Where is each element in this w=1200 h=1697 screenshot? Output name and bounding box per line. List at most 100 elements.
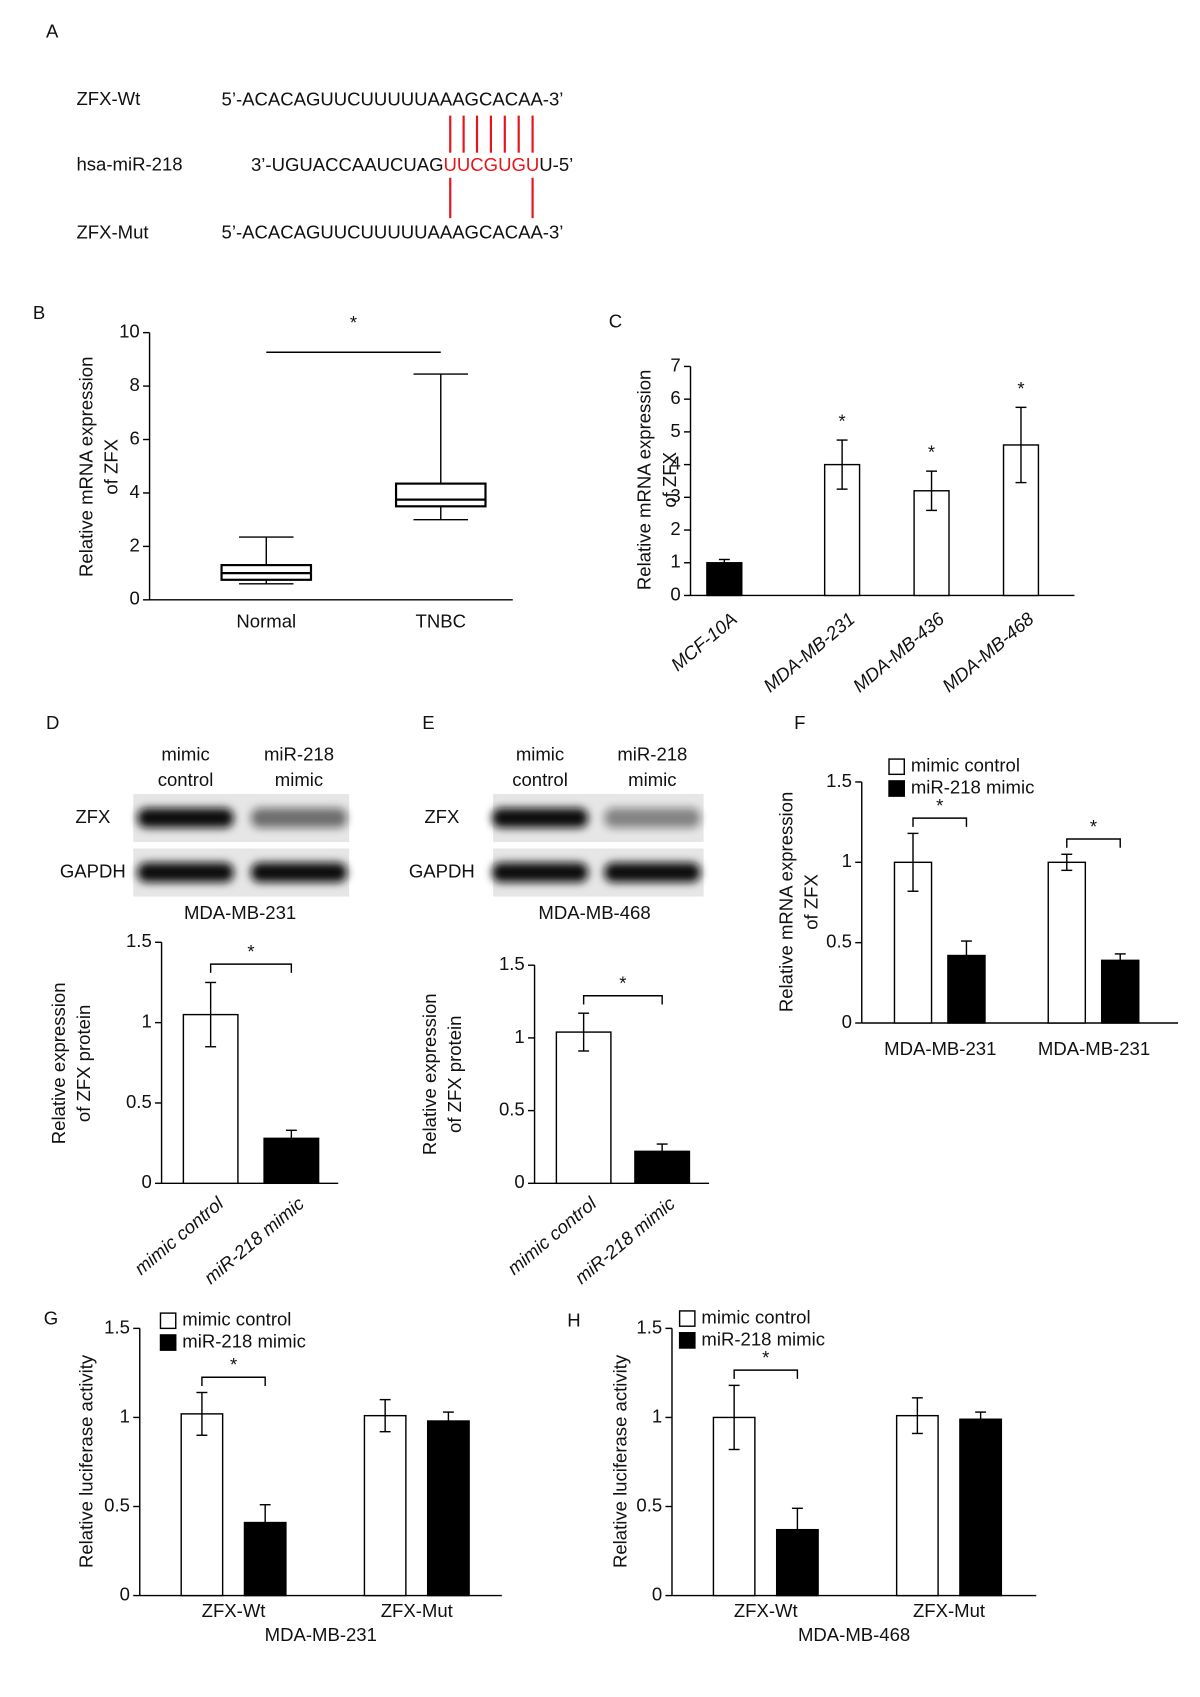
box <box>394 482 487 508</box>
panel-label: G <box>44 1308 58 1329</box>
blot-band <box>492 808 589 828</box>
significance-bracket <box>209 963 293 973</box>
blot-row-label: GAPDH <box>60 860 126 881</box>
blot-column-label: control <box>158 769 214 790</box>
y-tick-label: 0 <box>141 1171 151 1192</box>
y-tick-label: 1 <box>842 850 852 871</box>
y-tick-label: 1 <box>141 1011 151 1032</box>
legend-label: mimic control <box>701 1306 810 1327</box>
significance: * <box>350 312 357 333</box>
blot-column-label: miR-218 <box>264 744 334 765</box>
y-tick-label: 5 <box>670 420 680 441</box>
significance: * <box>1017 378 1024 399</box>
legend-swatch <box>888 758 905 776</box>
significance-bracket <box>1066 838 1121 848</box>
legend-label: mimic control <box>911 755 1020 776</box>
y-axis-label: Relative luciferase activity <box>75 1354 96 1568</box>
blot-cell-line: MDA-MB-468 <box>538 902 650 923</box>
bar <box>426 1420 470 1597</box>
y-axis-label: Relative mRNA expression <box>775 792 796 1012</box>
legend-swatch <box>159 1312 177 1330</box>
bar <box>555 1031 612 1185</box>
y-tick-label: 0 <box>129 588 139 609</box>
blot-band <box>137 862 234 883</box>
blot-column-label: mimic <box>516 744 564 765</box>
y-tick-label: 1.5 <box>826 770 852 791</box>
y-tick-label: 0 <box>670 583 680 604</box>
bar <box>1047 861 1087 1024</box>
legend-label: miR-218 mimic <box>182 1330 306 1351</box>
significance: * <box>762 1347 769 1368</box>
sequence-name: hsa-miR-218 <box>77 154 183 175</box>
y-tick-label: 1.5 <box>126 930 152 951</box>
y-axis-label: of ZFX <box>659 452 680 508</box>
y-tick-label: 8 <box>129 374 139 395</box>
y-axis-label: Relative mRNA expression <box>634 370 655 590</box>
blot-row-label: ZFX <box>75 806 110 827</box>
panel-label: D <box>46 712 59 733</box>
y-tick-label: 0 <box>652 1583 662 1604</box>
y-tick-label: 6 <box>129 427 139 448</box>
legend-swatch <box>678 1310 696 1327</box>
bar <box>959 1418 1003 1597</box>
x-tick-label: MDA-MB-468 <box>938 608 1038 697</box>
x-axis-label: MDA-MB-468 <box>798 1624 910 1645</box>
significance-bracket <box>582 995 663 1005</box>
sequence-part: U-5’ <box>539 154 573 175</box>
sequence: 3’-UGUACCAAUCUAGUUCGUGUU-5’ <box>251 154 573 175</box>
sequence: 5’-ACACAGUUCUUUUUAAAGCACAA-3’ <box>222 88 564 109</box>
blot-band <box>604 862 701 883</box>
y-tick-label: 6 <box>670 387 680 408</box>
x-axis-label: MDA-MB-231 <box>265 1624 377 1645</box>
blot-cell-line: MDA-MB-231 <box>184 902 296 923</box>
y-tick-label: 0 <box>842 1011 852 1032</box>
bar <box>1100 959 1140 1024</box>
legend-label: miR-218 mimic <box>701 1328 825 1349</box>
y-tick-label: 1 <box>652 1405 662 1426</box>
significance: * <box>230 1354 237 1375</box>
x-tick-label: Normal <box>236 611 296 632</box>
significance: * <box>936 795 943 816</box>
y-tick-label: 0 <box>120 1583 130 1604</box>
sequence-part: 5’-ACACAGUUCUUUUUAAAGCACAA-3’ <box>222 221 564 242</box>
y-axis-label: Relative expression <box>48 982 69 1144</box>
y-tick-label: 0.5 <box>826 931 852 952</box>
bar <box>895 1414 939 1597</box>
y-tick-label: 4 <box>670 452 680 473</box>
y-tick-label: 0.5 <box>126 1091 152 1112</box>
x-tick-label: MDA-MB-436 <box>849 608 949 697</box>
y-tick-label: 0.5 <box>104 1494 130 1515</box>
y-axis-label: of ZFX protein <box>73 1005 94 1122</box>
y-tick-label: 1.5 <box>104 1316 130 1337</box>
y-tick-label: 0 <box>514 1171 524 1192</box>
sequence: 5’-ACACAGUUCUUUUUAAAGCACAA-3’ <box>222 221 564 242</box>
x-tick-label: MDA-MB-231 <box>1038 1038 1150 1059</box>
legend-swatch <box>159 1334 177 1351</box>
sequence-part: 3’-UGUACCAAUCUAG <box>251 154 444 175</box>
significance-bracket <box>912 817 968 827</box>
panel-label: F <box>794 712 805 733</box>
legend-label: miR-218 mimic <box>911 776 1035 797</box>
panel-label: A <box>46 21 59 42</box>
x-tick-label: MDA-MB-231 <box>884 1038 996 1059</box>
bar <box>363 1414 407 1597</box>
y-tick-label: 1.5 <box>499 953 525 974</box>
significance: * <box>247 941 254 962</box>
y-axis-label: Relative luciferase activity <box>610 1354 631 1568</box>
blot-column-label: mimic <box>275 769 323 790</box>
x-tick-label: ZFX-Mut <box>913 1600 986 1621</box>
legend-label: mimic control <box>182 1309 291 1330</box>
bar <box>706 562 743 597</box>
significance-bracket <box>733 1369 799 1379</box>
panel-label: B <box>33 302 45 323</box>
legend-swatch <box>678 1332 696 1349</box>
blot-row-label: GAPDH <box>409 860 475 881</box>
y-tick-label: 1 <box>514 1026 524 1047</box>
x-tick-label: MCF-10A <box>667 608 741 675</box>
legend-swatch <box>888 780 905 797</box>
blot-band <box>604 808 701 828</box>
y-tick-label: 4 <box>129 481 139 502</box>
x-tick-label: ZFX-Wt <box>734 1600 799 1621</box>
y-tick-label: 1 <box>670 551 680 572</box>
